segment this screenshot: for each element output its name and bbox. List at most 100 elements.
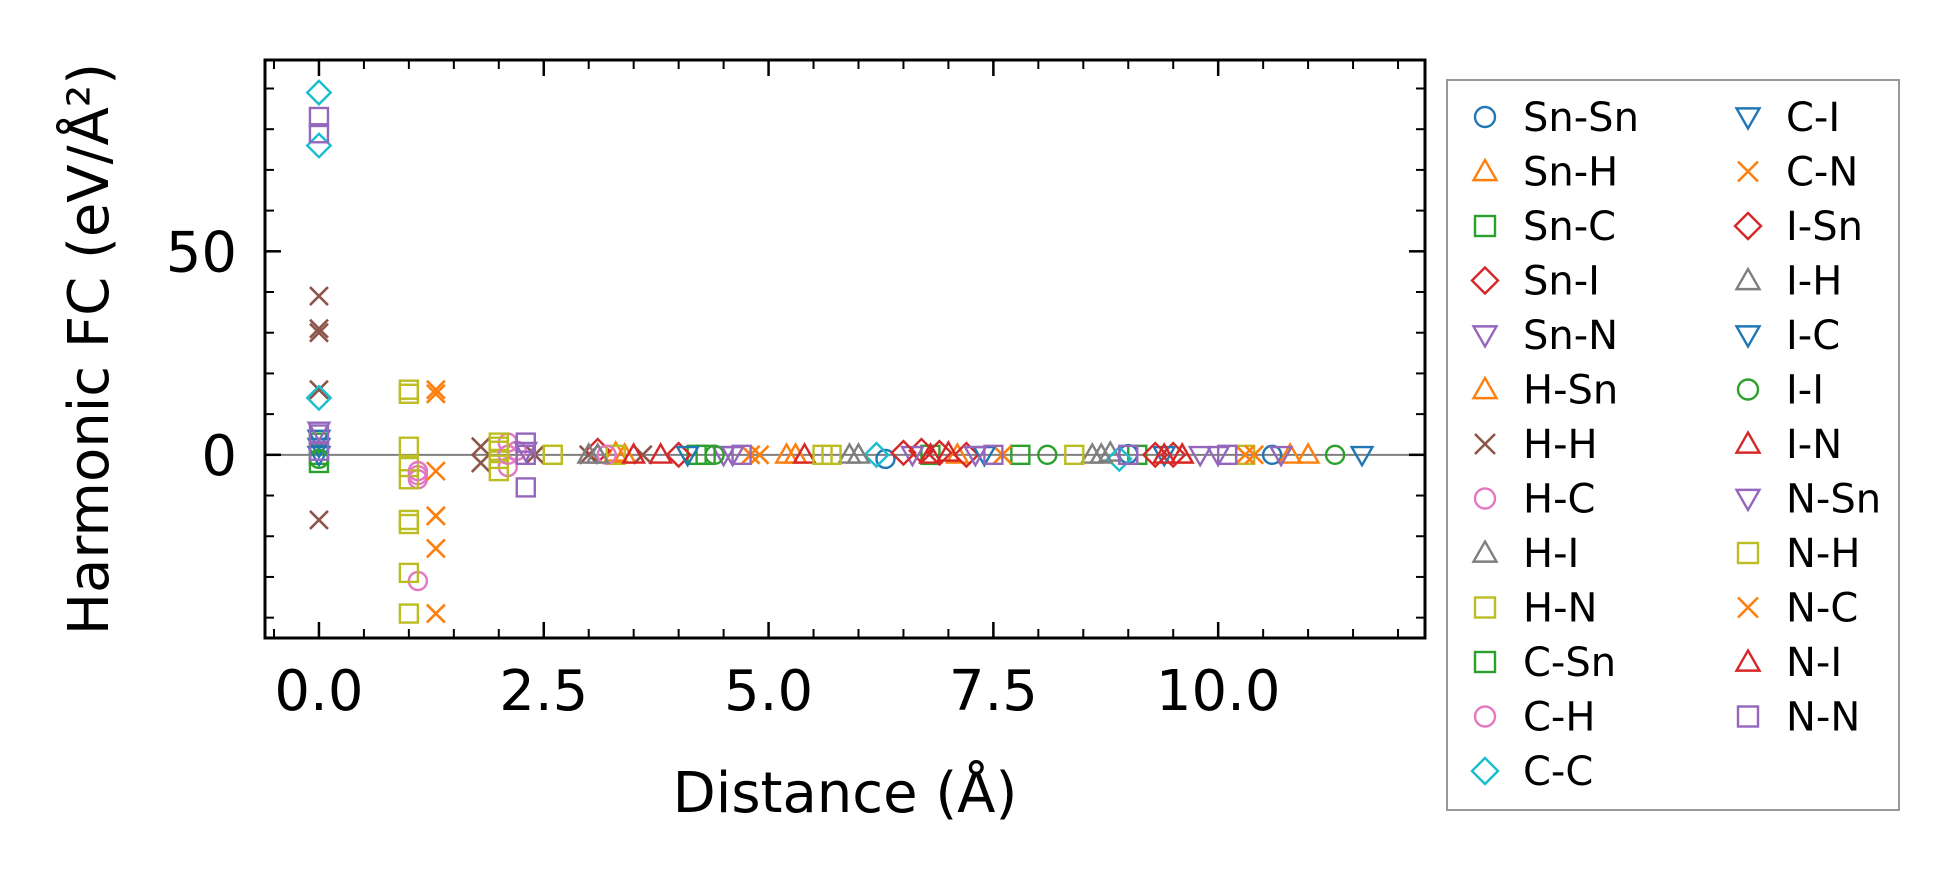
- legend-label: N-N: [1786, 695, 1860, 741]
- legend-marker: [1473, 487, 1497, 510]
- point-n-h: [398, 383, 420, 404]
- legend-item: I-Sn: [1733, 204, 1863, 250]
- point-c-i: [306, 445, 332, 468]
- legend-label: I-H: [1786, 259, 1842, 305]
- legend-item: N-H: [1736, 531, 1860, 577]
- point-n-c: [749, 444, 770, 465]
- point-h-h: [470, 436, 491, 457]
- y-axis-label: Harmonic FC (eV/Å²): [56, 63, 122, 635]
- x-tick-label: 5.0: [724, 659, 813, 724]
- series-n-i: [621, 442, 1195, 464]
- point-i-i: [704, 444, 725, 466]
- point-h-h: [309, 379, 329, 400]
- legend-item: H-I: [1471, 531, 1579, 577]
- legend-label: C-C: [1523, 749, 1593, 795]
- legend-label: Sn-Sn: [1523, 95, 1639, 141]
- legend-item: I-N: [1734, 422, 1842, 468]
- legend-item: N-N: [1736, 695, 1860, 741]
- point-n-n: [308, 123, 330, 144]
- point-h-h: [309, 318, 329, 339]
- legend-item: N-I: [1734, 640, 1842, 686]
- point-n-sn: [1268, 445, 1294, 468]
- legend-label: H-I: [1523, 531, 1579, 577]
- legend-item: N-Sn: [1734, 477, 1881, 523]
- point-n-i: [918, 442, 943, 464]
- point-i-sn: [890, 439, 917, 467]
- point-n-h: [488, 436, 509, 457]
- point-n-n: [308, 106, 330, 128]
- point-c-i: [1151, 445, 1177, 468]
- point-n-n: [1216, 444, 1238, 466]
- point-i-n: [792, 442, 817, 464]
- point-h-n: [398, 456, 420, 478]
- legend-label: H-Sn: [1523, 368, 1618, 414]
- point-c-c: [305, 384, 333, 412]
- series-n-n: [308, 106, 1238, 498]
- plot-background: [265, 60, 1425, 638]
- point-n-c: [1235, 444, 1256, 465]
- point-n-h: [542, 444, 563, 466]
- legend-item: C-Sn: [1473, 640, 1616, 686]
- x-tick-label: 0.0: [274, 659, 363, 724]
- series-i-sn: [665, 439, 1169, 469]
- point-i-h: [1088, 442, 1114, 464]
- legend-label: N-H: [1786, 531, 1860, 577]
- point-i-n: [1151, 442, 1177, 464]
- point-n-sn: [962, 445, 988, 468]
- legend-label: Sn-I: [1523, 259, 1600, 305]
- point-sn-i: [952, 441, 980, 469]
- scatter-points: [305, 79, 1375, 624]
- legend-label: I-C: [1786, 313, 1840, 359]
- point-h-n: [398, 436, 420, 457]
- legend-marker: [1734, 266, 1762, 291]
- point-n-c: [425, 379, 446, 400]
- point-i-sn: [665, 441, 693, 469]
- legend-label: N-C: [1786, 586, 1858, 632]
- x-tick-label: 10.0: [1156, 659, 1281, 724]
- legend-item: C-I: [1734, 95, 1840, 141]
- point-n-n: [308, 424, 330, 445]
- legend-marker: [1736, 541, 1760, 565]
- point-n-n: [1118, 444, 1139, 466]
- legend-marker: [1473, 214, 1497, 238]
- legend-item: C-C: [1470, 749, 1593, 795]
- point-c-c: [863, 441, 890, 469]
- legend-marker: [1734, 325, 1762, 349]
- legend-label: N-I: [1786, 640, 1842, 686]
- legend-label: C-I: [1786, 95, 1840, 141]
- plot-area: [265, 60, 1425, 638]
- point-c-c: [305, 79, 333, 106]
- point-i-n: [648, 442, 674, 464]
- point-sn-sn: [1261, 444, 1283, 466]
- legend-item: N-C: [1737, 586, 1858, 632]
- legend-marker: [1471, 375, 1499, 400]
- point-n-n: [308, 440, 330, 461]
- point-i-c: [675, 445, 701, 468]
- series-n-h: [398, 383, 833, 466]
- point-h-h: [309, 510, 329, 530]
- point-sn-n: [900, 445, 925, 468]
- point-c-n: [425, 538, 446, 559]
- legend-marker: [1734, 430, 1762, 454]
- legend-marker: [1470, 756, 1500, 786]
- point-sn-h: [944, 442, 970, 464]
- legend-marker: [1734, 488, 1762, 513]
- point-i-sn: [1141, 441, 1169, 469]
- point-h-n: [488, 460, 509, 482]
- legend-label: H-H: [1523, 422, 1598, 468]
- point-n-c: [425, 505, 446, 526]
- legend-marker: [1734, 107, 1762, 131]
- legend-label: Sn-H: [1523, 150, 1618, 196]
- legend-marker: [1471, 325, 1499, 349]
- point-n-n: [731, 444, 752, 466]
- legend-item: Sn-C: [1473, 204, 1616, 250]
- point-c-h: [407, 460, 429, 482]
- y-tick-label: 0: [201, 424, 237, 489]
- legend-marker: [1736, 378, 1760, 401]
- legend-label: H-N: [1523, 586, 1597, 632]
- point-h-h: [470, 453, 491, 473]
- x-axis-label: Distance (Å): [673, 760, 1018, 826]
- point-sn-i: [1159, 441, 1187, 469]
- point-c-n: [425, 603, 446, 624]
